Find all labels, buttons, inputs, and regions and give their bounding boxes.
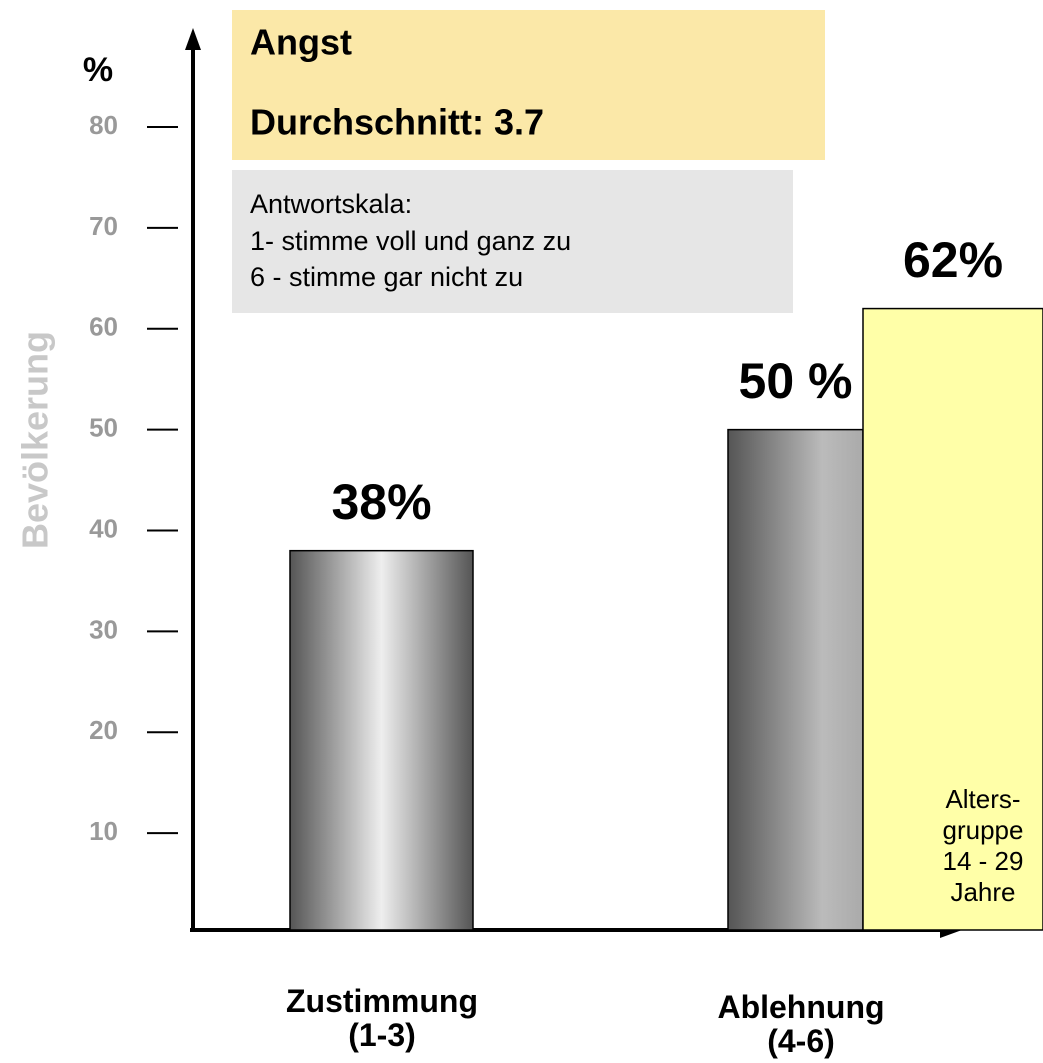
chart-title: Angst <box>250 22 352 63</box>
x-tick-label: Ablehnung (4-6) <box>717 989 884 1059</box>
y-tick-label: 30 <box>89 614 118 644</box>
note-line: 1- stimme voll und ganz zu <box>250 226 571 256</box>
y-tick-label: 40 <box>89 513 118 543</box>
y-axis-label: Bevölkerung <box>15 331 56 549</box>
bar <box>862 307 1043 931</box>
note-box <box>232 170 793 313</box>
y-arrow <box>185 28 201 50</box>
y-tick-label: 20 <box>89 715 118 745</box>
title-box <box>232 10 825 160</box>
legend-label: Alters-gruppe 14 - 29 Jahre <box>943 784 1024 907</box>
x-tick-label: Zustimmung (1-3) <box>286 983 478 1053</box>
note-line: Antwortskala: <box>250 189 412 219</box>
y-unit: % <box>83 51 113 89</box>
y-tick-label: 60 <box>89 312 118 342</box>
y-tick-label: 80 <box>89 110 118 140</box>
chart-subtitle: Durchschnitt: 3.7 <box>250 102 544 143</box>
y-tick-label: 50 <box>89 413 118 443</box>
bar <box>727 428 864 931</box>
y-tick-label: 70 <box>89 211 118 241</box>
value-label: 62% <box>903 232 1003 288</box>
note-line: 6 - stimme gar nicht zu <box>250 262 523 292</box>
value-label: 50 % <box>739 353 853 409</box>
value-label: 38% <box>331 474 431 530</box>
bar <box>289 549 474 931</box>
y-tick-label: 10 <box>89 816 118 846</box>
